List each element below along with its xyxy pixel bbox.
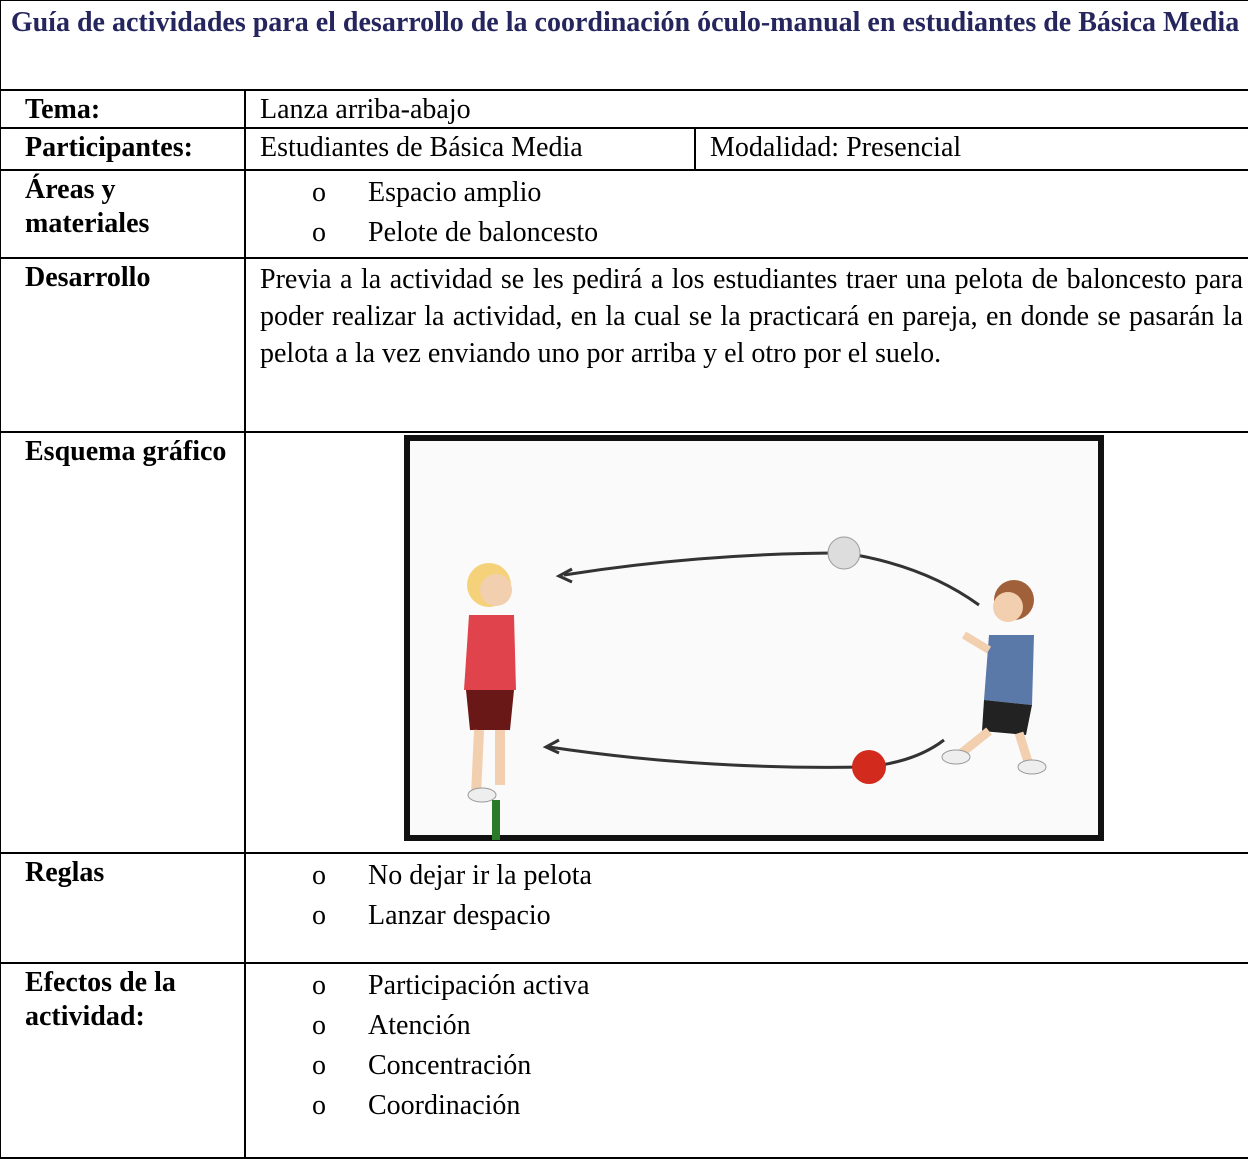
row-label: Desarrollo xyxy=(0,257,246,433)
row-list-cell: Espacio amplioPelote de baloncesto xyxy=(243,169,1248,259)
list-item: No dejar ir la pelota xyxy=(312,856,1239,896)
row-label: Reglas xyxy=(0,852,246,964)
illustration xyxy=(404,435,1104,841)
list-item: Participación activa xyxy=(312,966,1239,1006)
row-list-cell: No dejar ir la pelotaLanzar despacio xyxy=(243,852,1248,964)
list: Espacio amplioPelote de baloncesto xyxy=(270,173,1239,253)
row-value: Lanza arriba-abajo xyxy=(243,89,1248,129)
list-item: Lanzar despacio xyxy=(312,896,1239,936)
list: No dejar ir la pelotaLanzar despacio xyxy=(270,856,1239,936)
image-cell xyxy=(243,431,1248,854)
row-label: Efectos de la actividad: xyxy=(0,962,246,1159)
row-label: Tema: xyxy=(0,89,246,129)
row-value: Estudiantes de Básica Media xyxy=(244,127,696,171)
list-item: Coordinación xyxy=(312,1086,1239,1126)
title: Guía de actividades para el desarrollo d… xyxy=(0,0,1248,91)
row-list-cell: Participación activaAtenciónConcentració… xyxy=(243,962,1248,1159)
row-extra: Modalidad: Presencial xyxy=(693,127,1248,171)
list-item: Atención xyxy=(312,1006,1239,1046)
row-label: Esquema gráfico xyxy=(0,431,246,854)
row-text: Previa a la actividad se les pedirá a lo… xyxy=(243,257,1248,433)
row-label: Participantes: xyxy=(0,127,246,171)
list-item: Concentración xyxy=(312,1046,1239,1086)
list: Participación activaAtenciónConcentració… xyxy=(270,966,1239,1126)
row-label: Áreas y materiales xyxy=(0,169,246,259)
list-item: Pelote de baloncesto xyxy=(312,213,1239,253)
list-item: Espacio amplio xyxy=(312,173,1239,213)
